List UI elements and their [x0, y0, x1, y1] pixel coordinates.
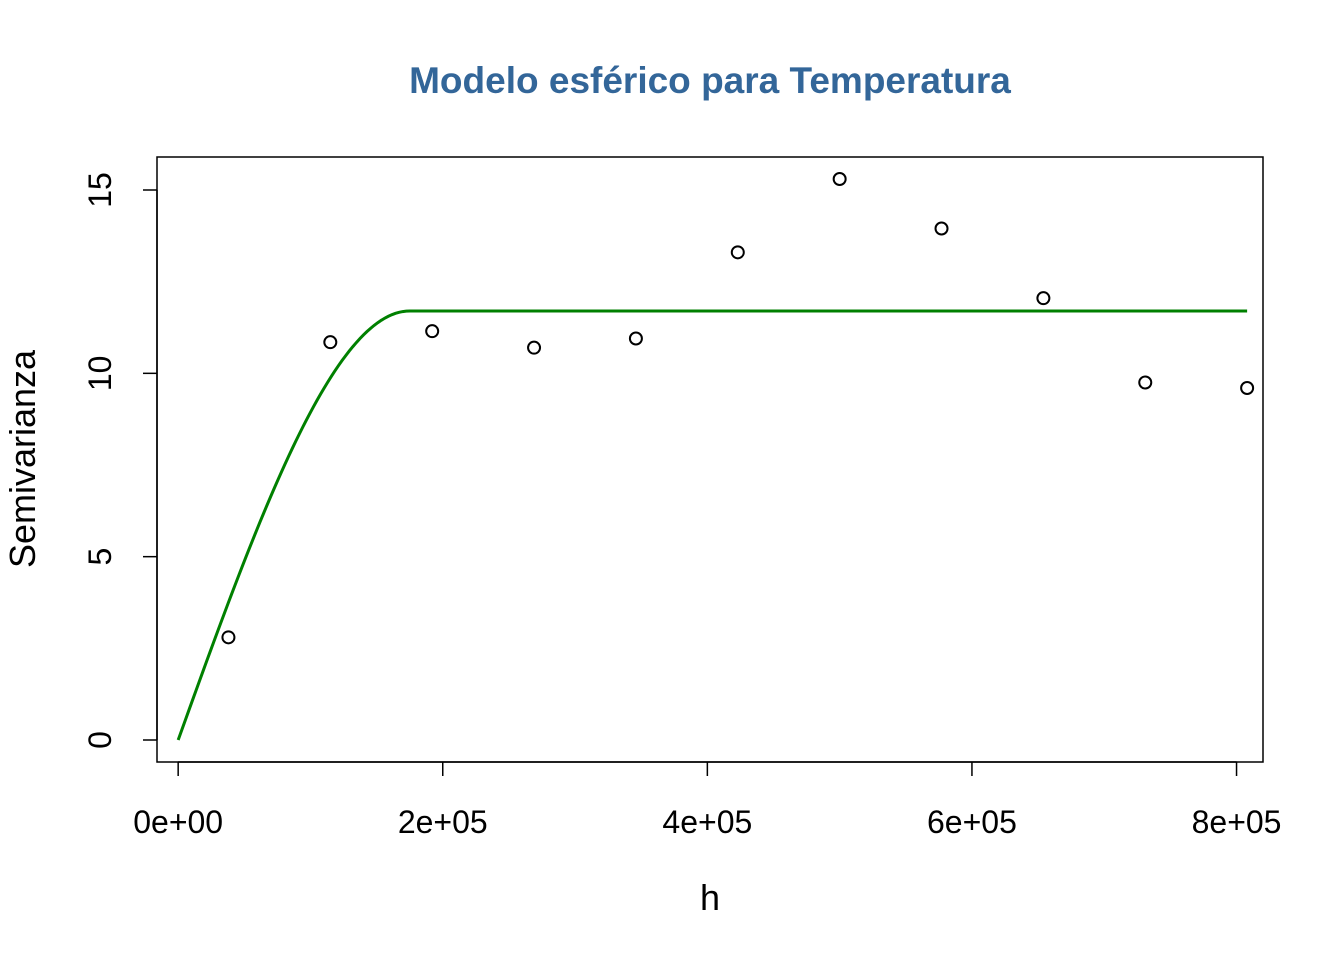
y-tick-label: 0	[82, 731, 118, 749]
x-tick-label: 8e+05	[1192, 804, 1282, 840]
series-layer	[176, 172, 1255, 741]
semivariance-point	[730, 245, 745, 260]
semivariance-point	[1138, 375, 1153, 390]
y-tick-label: 5	[82, 548, 118, 566]
spherical-model-line	[176, 309, 1248, 741]
y-axis-label: Semivarianza	[2, 349, 43, 568]
x-axis: 0e+00 2e+05 4e+05 6e+05 8e+05	[133, 761, 1282, 840]
semivariance-point	[323, 335, 338, 350]
semivariance-point	[221, 630, 236, 645]
semivariance-point	[425, 324, 440, 339]
semivariance-point	[1036, 291, 1051, 306]
plot-frame	[156, 156, 1264, 763]
y-axis: 0 5 10 15	[82, 172, 158, 749]
y-tick-label: 15	[82, 172, 118, 208]
semivariance-point	[832, 172, 847, 186]
x-tick-label: 6e+05	[927, 804, 1017, 840]
y-tick-label: 10	[82, 356, 118, 392]
chart-title: Modelo esférico para Temperatura	[409, 60, 1011, 101]
x-tick-label: 0e+00	[133, 804, 223, 840]
x-tick-label: 4e+05	[662, 804, 752, 840]
semivariance-point	[1240, 381, 1255, 395]
semivariance-point	[628, 331, 643, 346]
semivariance-point	[527, 340, 542, 355]
x-tick-label: 2e+05	[398, 804, 488, 840]
x-axis-label: h	[700, 877, 720, 918]
semivariance-point	[934, 221, 949, 236]
